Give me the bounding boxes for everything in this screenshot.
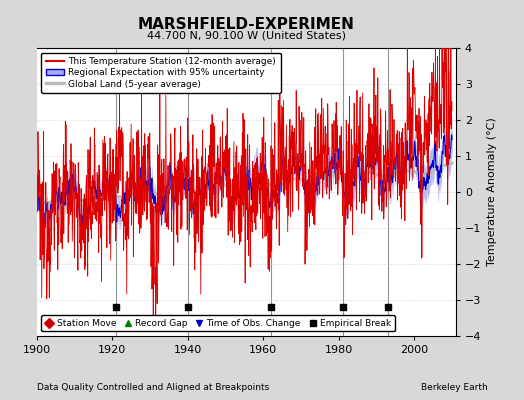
Title: MARSHFIELD-EXPERIMEN: MARSHFIELD-EXPERIMEN: [138, 16, 355, 32]
Text: 44.700 N, 90.100 W (United States): 44.700 N, 90.100 W (United States): [147, 30, 346, 40]
Legend: Station Move, Record Gap, Time of Obs. Change, Empirical Break: Station Move, Record Gap, Time of Obs. C…: [41, 315, 395, 332]
Text: Berkeley Earth: Berkeley Earth: [421, 383, 487, 392]
Text: Data Quality Controlled and Aligned at Breakpoints: Data Quality Controlled and Aligned at B…: [37, 383, 269, 392]
Y-axis label: Temperature Anomaly (°C): Temperature Anomaly (°C): [487, 118, 497, 266]
